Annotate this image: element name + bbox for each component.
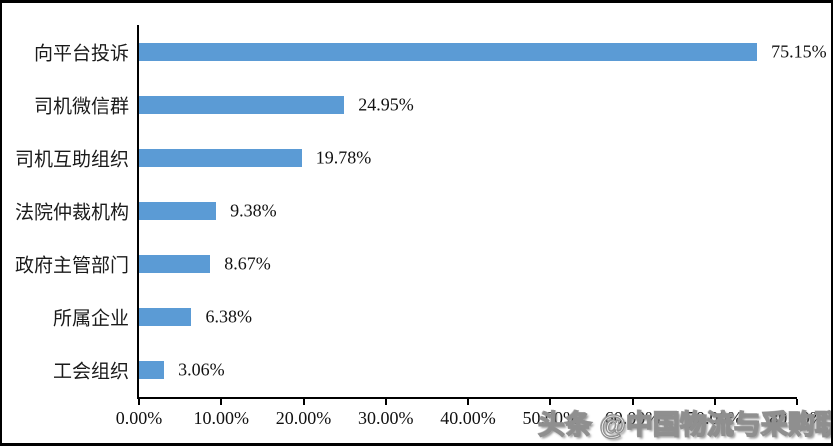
- x-axis-tick-label: 40.00%: [440, 408, 496, 428]
- x-axis-tick-label: 10.00%: [193, 408, 250, 428]
- x-axis-tick: [302, 399, 305, 405]
- bar-row: 工会组织 3.06%: [2, 344, 831, 397]
- x-axis-tick-label: 30.00%: [358, 408, 414, 428]
- value-label: 24.95%: [358, 94, 414, 115]
- category-label: 所属企业: [52, 308, 129, 330]
- category-label: 司机互助组织: [14, 149, 129, 171]
- bar-row: 向平台投诉 75.15%: [2, 25, 831, 78]
- value-label: 3.06%: [178, 359, 225, 380]
- watermark: 头条 @中国物流与采购联合会: [537, 409, 831, 440]
- category-label: 法院仲裁机构: [14, 202, 129, 224]
- x-axis-tick: [713, 399, 716, 405]
- bar: [139, 361, 165, 380]
- bar: [139, 42, 758, 61]
- category-label: 工会组织: [52, 361, 129, 383]
- x-axis-tick: [138, 399, 140, 405]
- category-label: 向平台投诉: [33, 43, 129, 65]
- x-axis-tick-label: 0.00%: [115, 408, 163, 428]
- value-label: 6.38%: [205, 306, 252, 327]
- bar: [139, 148, 302, 167]
- bar-row: 所属企业 6.38%: [2, 291, 831, 344]
- x-axis-tick-label: 70.00%: [687, 408, 743, 428]
- x-axis-tick: [384, 399, 387, 405]
- bar-row: 司机互助组织 19.78%: [2, 131, 831, 184]
- category-label: 司机微信群: [33, 96, 129, 118]
- x-axis-tick: [796, 399, 798, 405]
- value-label: 8.67%: [224, 253, 271, 274]
- bar: [139, 255, 211, 274]
- bar-row: 法院仲裁机构 9.38%: [2, 184, 831, 237]
- bar: [139, 95, 345, 114]
- x-axis-tick: [467, 399, 469, 405]
- bar-row: 司机微信群 24.95%: [2, 78, 831, 131]
- category-label: 政府主管部门: [14, 255, 129, 277]
- bar-row: 政府主管部门 8.67%: [2, 238, 831, 291]
- x-axis-tick-label: 80.00%: [769, 408, 825, 428]
- value-label: 9.38%: [230, 200, 277, 221]
- x-axis-tick: [631, 399, 634, 405]
- bar: [139, 308, 192, 327]
- value-label: 75.15%: [771, 41, 827, 62]
- value-label: 19.78%: [315, 147, 372, 168]
- bar: [139, 201, 217, 220]
- x-axis-tick-label: 20.00%: [275, 408, 332, 428]
- x-axis-tick: [220, 399, 223, 405]
- x-axis-tick: [549, 399, 552, 405]
- plot-area: [137, 25, 797, 399]
- x-axis-tick-label: 60.00%: [604, 408, 661, 428]
- x-axis-tick-label: 50.00%: [522, 408, 579, 428]
